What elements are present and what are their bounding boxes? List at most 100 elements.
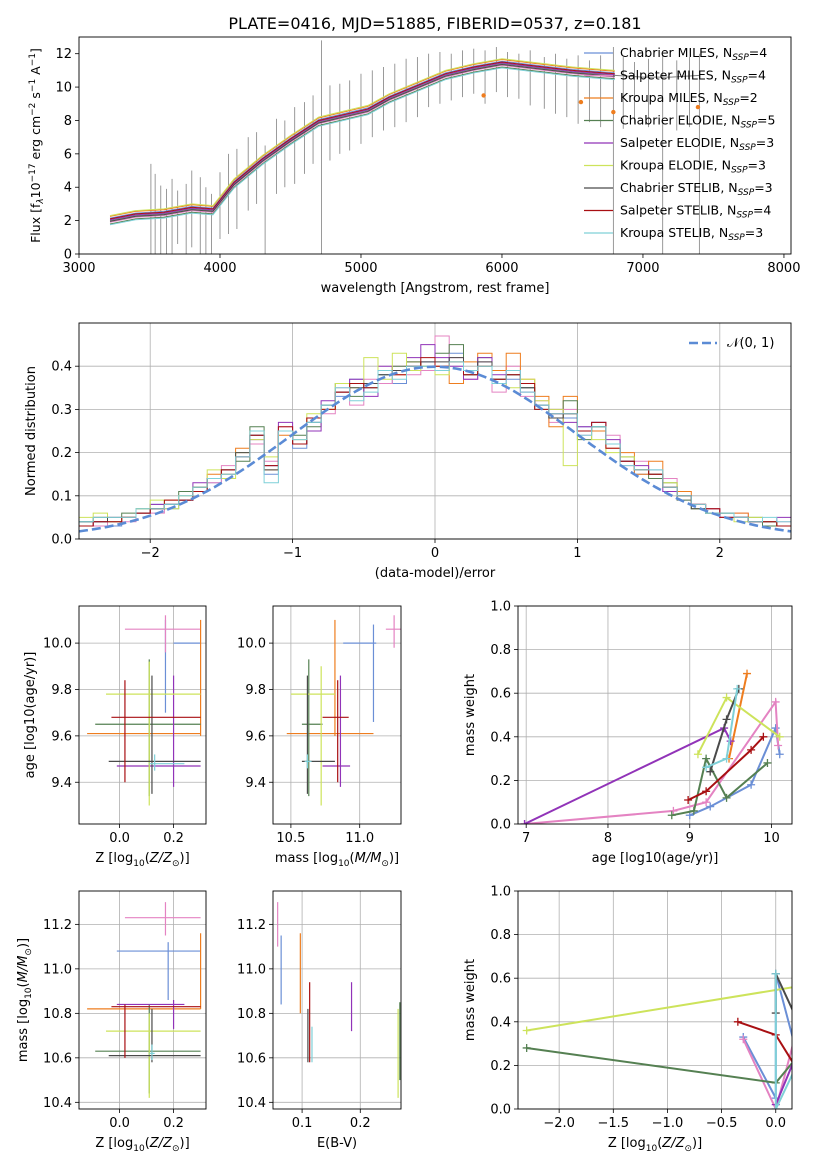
y-axis-label: Flux [fλ10−17 erg cm−2 s−1 A−1] bbox=[28, 48, 46, 243]
weight-marker bbox=[722, 715, 731, 724]
y-tick-label: 0.4 bbox=[490, 730, 511, 745]
histogram-8 bbox=[79, 361, 791, 539]
y-tick-label: 8 bbox=[64, 114, 72, 129]
weight-marker bbox=[771, 697, 780, 706]
axes-frame bbox=[78, 605, 207, 825]
y-tick-label: 10.8 bbox=[237, 1007, 266, 1022]
y-tick-label: 10.4 bbox=[43, 1096, 72, 1111]
scatter-plot-area bbox=[87, 615, 202, 806]
y-tick-label: 6 bbox=[64, 147, 72, 162]
axes-frame bbox=[78, 890, 207, 1110]
y-tick-label: 0.2 bbox=[490, 774, 511, 789]
scatter-plot-area bbox=[286, 615, 401, 806]
x-tick-label: −1 bbox=[283, 546, 302, 561]
axes-frame bbox=[517, 605, 793, 825]
weight-marker bbox=[747, 780, 756, 789]
x-tick-label: −1.5 bbox=[598, 1116, 630, 1131]
x-axis-label: (data-model)/error bbox=[375, 566, 496, 581]
y-tick-label: 10 bbox=[55, 81, 72, 96]
spectrum-dip-marker bbox=[695, 104, 701, 110]
y-tick-label: 10.0 bbox=[43, 637, 72, 652]
weight-marker bbox=[706, 767, 715, 776]
weight-marker bbox=[759, 732, 768, 741]
weight-line-8 bbox=[774, 973, 792, 1109]
x-tick-label: −2.0 bbox=[543, 1116, 575, 1131]
x-tick-label: 0.2 bbox=[350, 1116, 371, 1131]
y-tick-label: 10.6 bbox=[237, 1051, 266, 1066]
y-axis-label: mass weight bbox=[463, 959, 478, 1041]
weight-marker bbox=[706, 802, 715, 811]
weight-line-2 bbox=[728, 673, 748, 759]
y-tick-label: 9.6 bbox=[245, 729, 266, 744]
model-line-4 bbox=[109, 62, 615, 221]
y-tick-label: 0.4 bbox=[51, 360, 72, 375]
spectrum-panel: 3000 4000 5000 6000 7000 8000 0 2 4 6 8 10 12 wavelen… bbox=[28, 36, 800, 296]
y-tick-label: 11.2 bbox=[43, 918, 72, 933]
mass-vs-ebv-panel: 0.1 0.2 10.4 10.6 10.8 11.0 11.2 E(B-V) bbox=[237, 890, 402, 1151]
age-vs-mass-panel: 10.5 11.0 9.4 9.6 9.8 10.0 mass [log10(M/M⊙)] bbox=[237, 605, 402, 869]
model-line-2 bbox=[109, 58, 615, 217]
legend-label: Kroupa ELODIE, NSSP=3 bbox=[620, 158, 766, 176]
weight-marker bbox=[722, 793, 731, 802]
weight-marker bbox=[804, 1022, 812, 1030]
y-tick-label: 2 bbox=[64, 214, 72, 229]
legend-label: Chabrier MILES, NSSP=4 bbox=[620, 45, 767, 63]
weight-marker bbox=[702, 763, 711, 772]
legend-label: Chabrier ELODIE, NSSP=5 bbox=[620, 113, 775, 131]
y-tick-label: 0.0 bbox=[51, 533, 72, 548]
y-tick-label: 1.0 bbox=[490, 600, 511, 615]
x-tick-label: 5000 bbox=[344, 261, 377, 276]
mass-weight-vs-age-panel: 7 8 9 10 0.0 0.2 0.4 0.6 0.8 1.0 age [log10(age/yr… bbox=[463, 600, 793, 866]
weight-marker bbox=[775, 732, 784, 741]
x-tick-label: 4000 bbox=[203, 261, 236, 276]
weight-marker bbox=[771, 724, 780, 733]
weight-marker bbox=[774, 741, 783, 750]
weight-marker bbox=[667, 811, 676, 820]
legend-label: 𝒩(0, 1) bbox=[727, 336, 774, 351]
model-line-1 bbox=[109, 64, 615, 223]
y-tick-label: 9.4 bbox=[51, 776, 72, 791]
weight-plot-area bbox=[520, 669, 784, 824]
x-tick-label: 0 bbox=[431, 546, 439, 561]
weight-marker bbox=[804, 981, 812, 989]
model-line-7 bbox=[109, 61, 615, 220]
weight-marker bbox=[804, 1040, 812, 1048]
weight-marker bbox=[743, 669, 752, 678]
weight-line-4 bbox=[774, 1062, 792, 1105]
y-tick-label: 9.8 bbox=[245, 683, 266, 698]
weight-marker bbox=[804, 1083, 812, 1091]
grid-lines bbox=[79, 606, 206, 824]
weight-line-4 bbox=[524, 726, 732, 824]
x-tick-label: 0.1 bbox=[292, 1116, 313, 1131]
x-tick-label: 0.2 bbox=[163, 1116, 184, 1131]
y-tick-label: 11.2 bbox=[237, 918, 266, 933]
weight-marker bbox=[804, 1037, 812, 1045]
legend-label: Kroupa STELIB, NSSP=3 bbox=[620, 225, 763, 243]
weight-marker bbox=[722, 693, 731, 702]
weight-line-7 bbox=[737, 1020, 792, 1063]
weight-marker bbox=[693, 750, 702, 759]
y-tick-label: 0.8 bbox=[490, 643, 511, 658]
axes-frame bbox=[78, 322, 792, 540]
legend-label: Kroupa MILES, NSSP=2 bbox=[620, 90, 758, 108]
weight-marker bbox=[771, 1105, 780, 1109]
y-tick-label: 9.6 bbox=[51, 729, 72, 744]
x-tick-label: 11.0 bbox=[345, 831, 374, 846]
weight-marker bbox=[739, 1035, 748, 1044]
weight-marker bbox=[733, 684, 742, 693]
y-tick-label: 1.0 bbox=[490, 885, 511, 900]
x-tick-label: −1.0 bbox=[652, 1116, 684, 1131]
residuals-plot-area bbox=[79, 335, 791, 539]
mass-vs-z-panel: 0.0 0.2 10.4 10.6 10.8 11.0 11.2 Z [log10(Z/Z⊙)… bbox=[16, 890, 207, 1154]
axes-frame bbox=[517, 890, 793, 1110]
x-tick-label: −0.5 bbox=[706, 1116, 738, 1131]
weight-marker bbox=[702, 754, 711, 763]
gaussian-curve bbox=[79, 365, 791, 533]
x-tick-label: 2 bbox=[716, 546, 724, 561]
y-tick-label: 0.2 bbox=[490, 1059, 511, 1074]
x-tick-label: 10 bbox=[763, 831, 780, 846]
y-tick-label: 12 bbox=[55, 47, 72, 62]
weight-plot-area bbox=[522, 969, 812, 1109]
weight-marker bbox=[702, 787, 711, 796]
y-axis-label: age [log10(age/yr)] bbox=[23, 652, 38, 779]
